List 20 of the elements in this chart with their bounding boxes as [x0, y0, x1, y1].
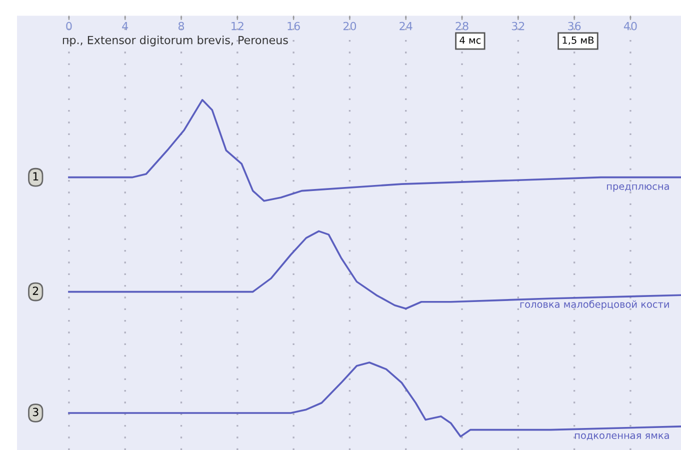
annotation: 1 [33, 172, 38, 180]
x-tick-label: 40 [624, 22, 637, 30]
x-tick-label: 0 [66, 22, 72, 30]
series-label: подколенная ямка [574, 433, 669, 440]
text: 1,5 мВ [562, 36, 594, 45]
annotation: 3 [32, 408, 38, 416]
x-tick-label: 4 [122, 22, 128, 30]
series-label: предплюсна [607, 184, 669, 192]
x-tick-label: 20 [343, 22, 356, 30]
x-tick-label: 12 [232, 22, 244, 30]
annotation: 2 [32, 286, 38, 295]
x-tick-label: 28 [456, 22, 468, 30]
series-label: головка малоберцовой кости [520, 300, 669, 310]
x-tick-label: 8 [178, 22, 184, 30]
chart-title: пр., Extensor digitorum brevis, Peroneus [62, 36, 288, 46]
x-tick-label: 24 [400, 22, 412, 30]
x-tick-label: 36 [568, 22, 581, 30]
text: 4 мс [460, 36, 481, 44]
x-tick-label: 16 [288, 22, 300, 30]
x-tick-label: 32 [512, 22, 524, 30]
